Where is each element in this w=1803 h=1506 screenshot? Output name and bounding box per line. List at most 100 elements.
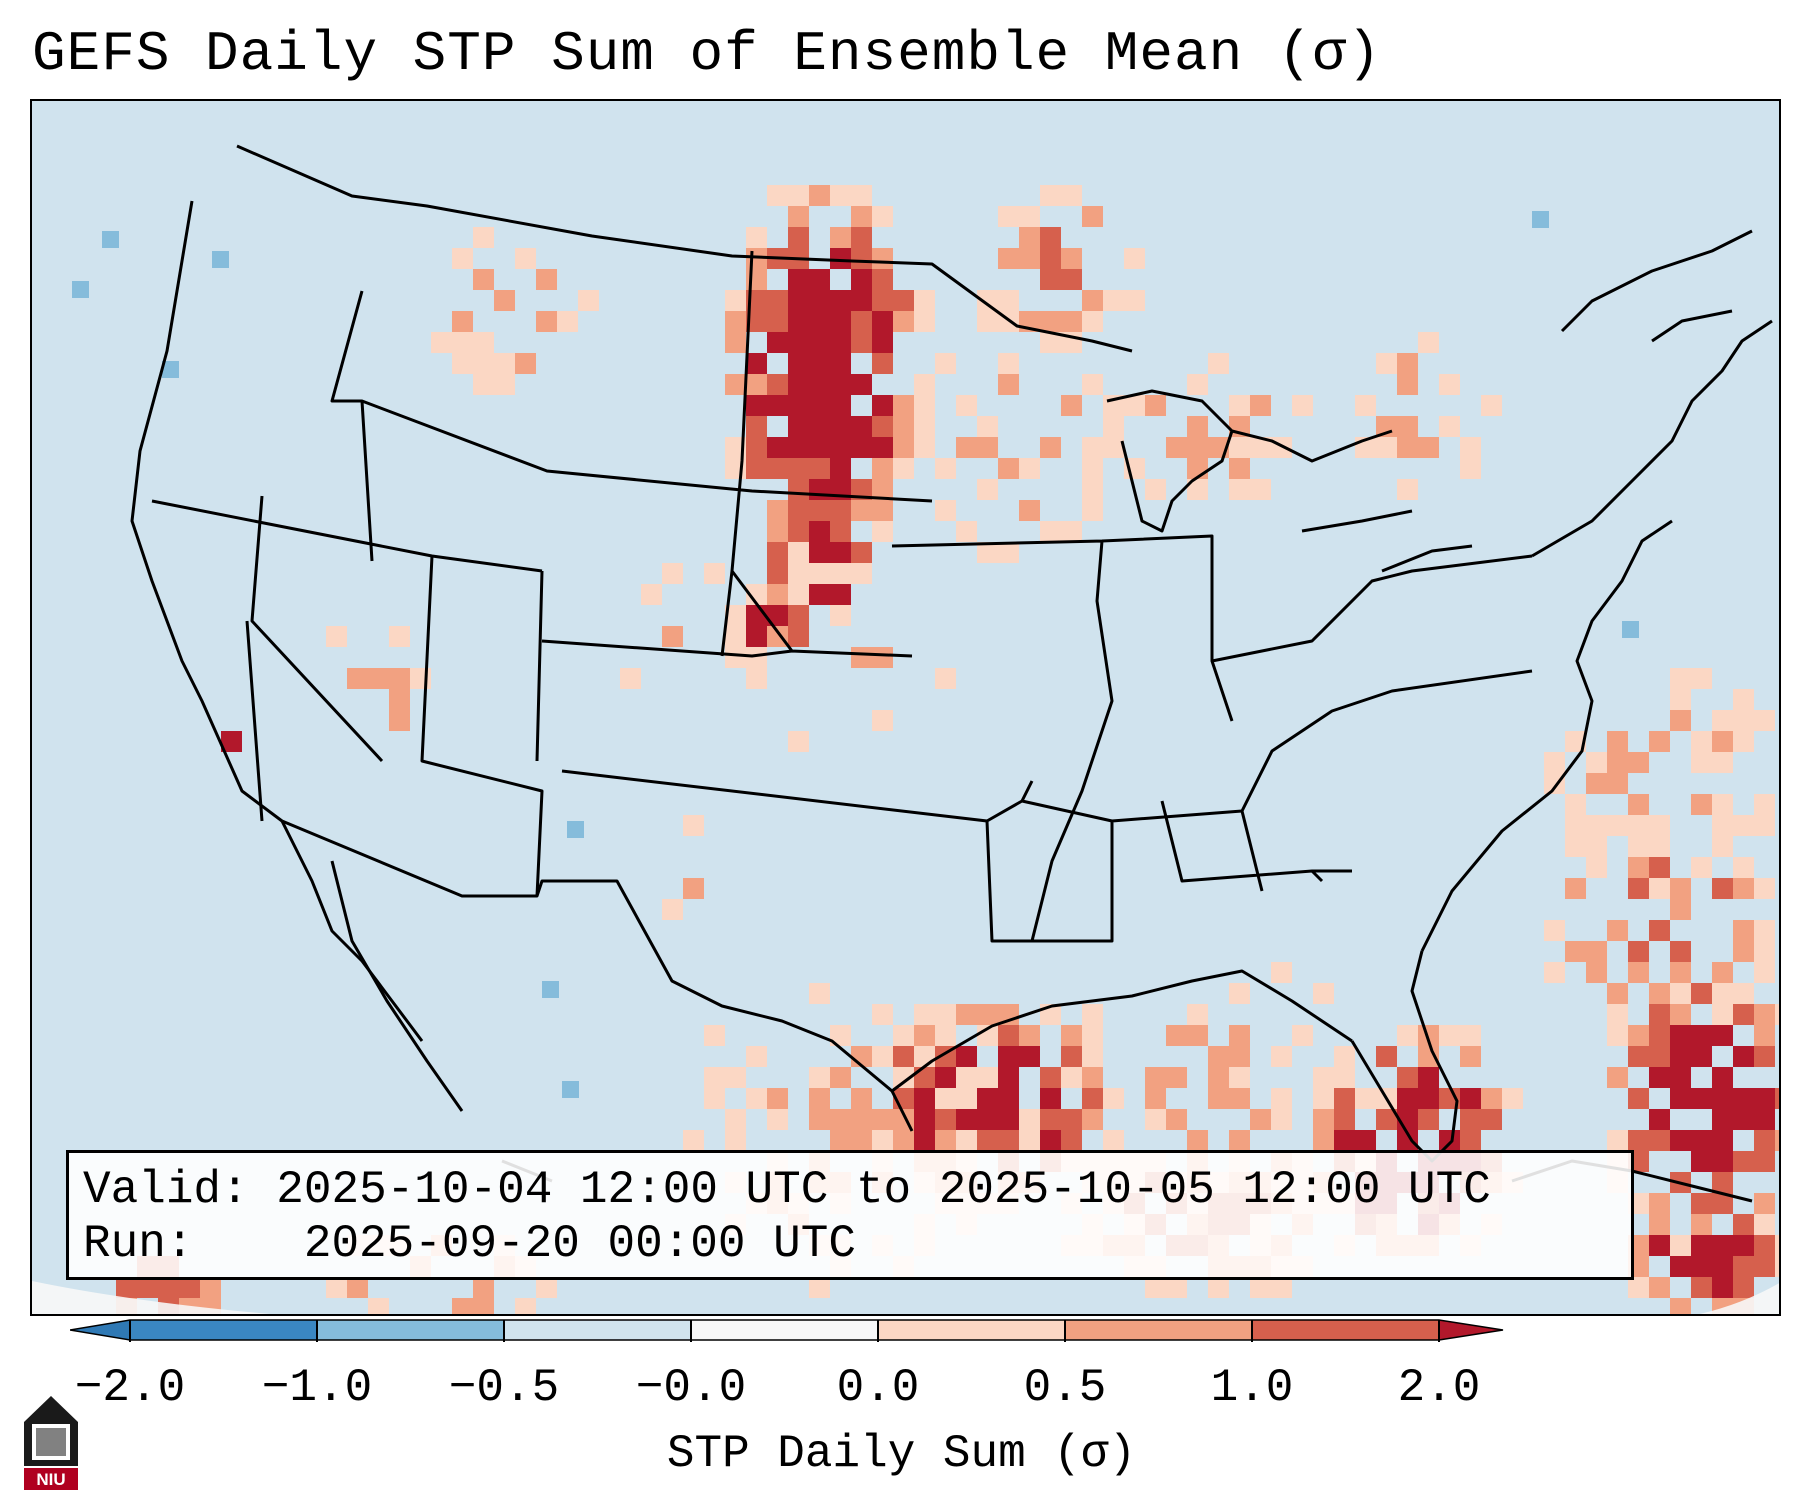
stp-cell <box>998 1067 1019 1088</box>
stp-cell <box>1649 1130 1670 1151</box>
stp-cell <box>851 437 872 458</box>
stp-cell <box>830 1130 851 1151</box>
us-west-coast <box>130 200 283 823</box>
stp-cell <box>1754 878 1775 899</box>
stp-cell <box>1649 1235 1670 1256</box>
colorbar-bin <box>1065 1320 1252 1340</box>
stp-cell <box>1019 1130 1040 1151</box>
map-title: GEFS Daily STP Sum of Ensemble Mean (σ) <box>32 22 1382 86</box>
stp-cell <box>809 1109 830 1130</box>
stp-cell <box>389 668 410 689</box>
stp-cell <box>830 521 851 542</box>
stp-cell <box>1712 1235 1733 1256</box>
stp-cell <box>977 1130 998 1151</box>
stp-cell <box>809 584 830 605</box>
stp-cell <box>1670 1256 1691 1277</box>
stp-cell <box>767 290 788 311</box>
stp-cell <box>1229 1046 1250 1067</box>
stp-cell <box>935 1067 956 1088</box>
stp-cell <box>809 185 830 206</box>
stp-cell <box>494 353 515 374</box>
stp-cell <box>872 437 893 458</box>
stp-cell <box>746 626 767 647</box>
stp-cell <box>935 353 956 374</box>
stp-cell <box>935 668 956 689</box>
stp-cell <box>1754 962 1775 983</box>
stp-cell <box>914 1088 935 1109</box>
stp-cell <box>1775 1088 1779 1109</box>
stp-cell <box>1229 458 1250 479</box>
stp-cell <box>935 1088 956 1109</box>
stp-cell <box>998 458 1019 479</box>
stp-cell <box>1061 185 1082 206</box>
stp-cell <box>1439 374 1460 395</box>
stp-cell <box>1670 962 1691 983</box>
stp-cell <box>809 395 830 416</box>
stp-cell <box>788 563 809 584</box>
northeast-coast <box>1531 319 1773 558</box>
stp-cell <box>1691 752 1712 773</box>
stp-cell <box>1544 920 1565 941</box>
stp-cell <box>704 563 725 584</box>
stp-cell <box>1229 1025 1250 1046</box>
stp-cell <box>452 1298 473 1314</box>
stp-cell <box>1250 395 1271 416</box>
stp-cell <box>1691 1130 1712 1151</box>
stp-cell <box>1586 941 1607 962</box>
stp-cell <box>1691 668 1712 689</box>
stp-cell <box>1271 1109 1292 1130</box>
map-panel[interactable] <box>30 99 1781 1316</box>
stp-cell <box>830 185 851 206</box>
stp-cell <box>1754 1004 1775 1025</box>
valid-run-info-box: Valid: 2025-10-04 12:00 UTC to 2025-10-0… <box>66 1150 1634 1280</box>
niu-logo: NIU <box>24 1396 78 1490</box>
stp-cell <box>893 458 914 479</box>
stp-cell-negative <box>1532 211 1549 228</box>
stp-cell <box>1019 206 1040 227</box>
stp-cell <box>893 1046 914 1067</box>
stp-cell <box>1712 962 1733 983</box>
stp-cell <box>578 290 599 311</box>
stp-cell <box>809 500 830 521</box>
stp-cell <box>1565 815 1586 836</box>
stp-cell <box>1712 1004 1733 1025</box>
stp-cell <box>1607 920 1628 941</box>
stp-cell <box>788 311 809 332</box>
stp-cell <box>746 227 767 248</box>
state-lines <box>151 250 1533 943</box>
stp-cell <box>998 1046 1019 1067</box>
stp-cell <box>851 332 872 353</box>
stp-cell <box>1271 1088 1292 1109</box>
stp-cell <box>1460 1130 1481 1151</box>
stp-cell <box>1418 437 1439 458</box>
stp-cell <box>998 353 1019 374</box>
stp-cell <box>1145 1277 1166 1298</box>
stp-cell <box>935 458 956 479</box>
stp-cell <box>1418 1109 1439 1130</box>
stp-cell-negative <box>102 231 119 248</box>
stp-cell <box>998 374 1019 395</box>
stp-cell <box>1649 1025 1670 1046</box>
stp-cell <box>767 185 788 206</box>
stp-cell <box>872 248 893 269</box>
stp-cell <box>683 815 704 836</box>
colorbar-bin <box>504 1320 691 1340</box>
niu-logo-text: NIU <box>36 1470 65 1489</box>
colorbar-bin <box>878 1320 1065 1340</box>
stp-cell <box>788 437 809 458</box>
stp-cell <box>1124 395 1145 416</box>
stp-cell <box>830 416 851 437</box>
run-time: 2025-09-20 00:00 UTC <box>303 1218 856 1270</box>
stp-cell <box>1607 731 1628 752</box>
stp-cell <box>1187 479 1208 500</box>
stp-cell <box>851 290 872 311</box>
stp-cell <box>494 374 515 395</box>
stp-cell <box>788 458 809 479</box>
stp-cell <box>1250 1277 1271 1298</box>
stp-cell <box>1082 290 1103 311</box>
stp-cell <box>1439 416 1460 437</box>
stp-cell <box>893 1130 914 1151</box>
stp-cell <box>704 1088 725 1109</box>
stp-cell <box>788 353 809 374</box>
stp-cell <box>1061 248 1082 269</box>
